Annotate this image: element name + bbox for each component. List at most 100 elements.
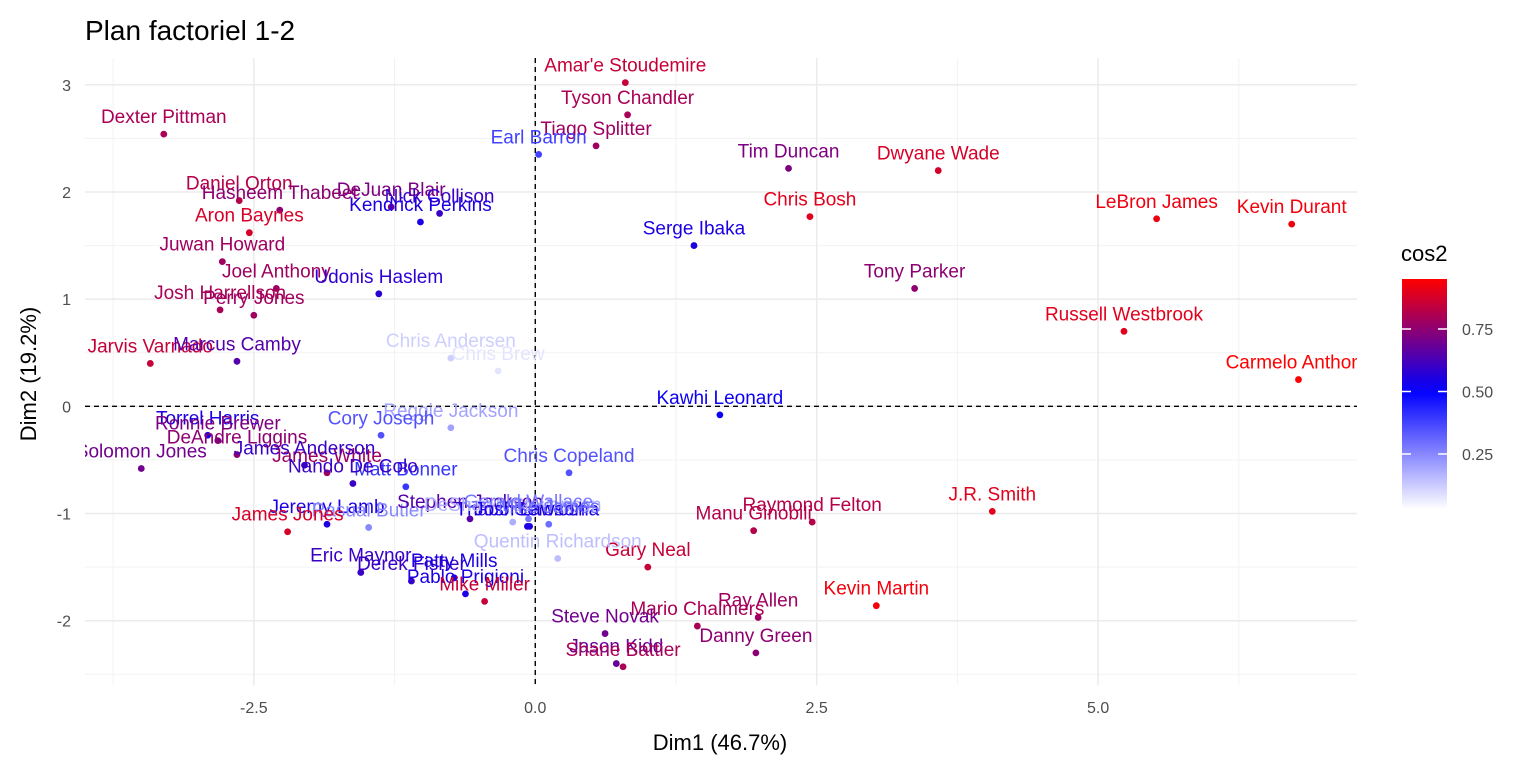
legend: cos2 0.25 0.50 0.75 — [1401, 241, 1493, 509]
data-point — [408, 577, 415, 585]
legend-title: cos2 — [1401, 241, 1447, 266]
y-axis-title: Dim2 (19.2%) — [16, 307, 41, 441]
x-tick-label: 0.0 — [524, 700, 546, 717]
point-label: Chris Andersen — [386, 331, 516, 352]
data-point — [250, 311, 258, 319]
data-point — [545, 520, 553, 528]
data-point — [387, 203, 395, 211]
point-label: Tony Parker — [864, 261, 966, 282]
point-label: Steve Novak — [551, 607, 659, 628]
labels-layer: Amar'e Stoudemire Tyson Chandler Tiago Spl… — [76, 56, 1372, 661]
data-point — [245, 229, 253, 237]
points-layer — [137, 79, 1302, 671]
point-label: Tim Duncan — [738, 141, 840, 162]
x-tick-label: 2.5 — [806, 700, 828, 717]
data-point — [934, 167, 942, 174]
legend-colorbar — [1402, 279, 1447, 509]
data-point — [619, 663, 627, 671]
x-axis-ticks: -2.5 0.0 2.5 5.0 — [240, 700, 1109, 717]
data-point — [137, 465, 145, 472]
point-label: James White — [272, 446, 382, 467]
point-label: Eric Maynor — [310, 545, 412, 566]
point-label: Reggie Jackson — [383, 401, 518, 422]
legend-tick-label: 0.25 — [1462, 447, 1493, 464]
data-point — [276, 206, 284, 214]
point-label: Perry Jones — [203, 288, 304, 309]
point-label: Raymond Felton — [742, 495, 881, 516]
data-point — [808, 518, 816, 526]
data-point — [1288, 220, 1296, 228]
point-label: J.R. Smith — [948, 484, 1036, 505]
point-label: Ronnie Brewer — [155, 414, 281, 435]
data-point — [402, 483, 410, 491]
data-point — [323, 520, 331, 528]
grid-minor — [85, 58, 1357, 685]
point-label: Udonis Haslem — [314, 267, 443, 288]
legend-tick-label: 0.75 — [1462, 322, 1493, 339]
y-axis-ticks: -2 -1 0 1 2 3 — [57, 78, 71, 631]
point-label: Kevin Martin — [824, 579, 930, 600]
point-label: Thabo Sefolosha — [456, 499, 600, 520]
data-point — [357, 569, 365, 576]
point-label: Joel Anthony — [222, 261, 331, 282]
data-point — [601, 630, 609, 637]
data-point — [750, 527, 758, 535]
data-point — [284, 528, 292, 536]
point-label: Dexter Pittman — [101, 107, 227, 128]
chart-title: Plan factoriel 1-2 — [85, 15, 295, 46]
y-tick-label: 0 — [62, 399, 71, 416]
data-point — [466, 515, 474, 523]
data-point — [481, 598, 489, 605]
data-point — [365, 524, 373, 531]
point-label: Solomon Jones — [76, 441, 207, 462]
data-point — [447, 354, 455, 362]
data-point — [146, 360, 154, 367]
data-point — [526, 522, 534, 530]
point-label: Mario Chalmers — [630, 599, 764, 620]
point-label: Josh Harrellson — [154, 283, 286, 304]
data-point — [624, 111, 631, 119]
data-point — [693, 622, 701, 630]
point-label: Jason Kidd — [569, 637, 663, 658]
point-label: Tiago Splitter — [540, 119, 652, 140]
reference-lines — [85, 58, 1357, 685]
point-label: Kevin Durant — [1237, 197, 1348, 218]
point-label: Daniel Orton — [186, 174, 293, 195]
point-label: Ray Allen — [718, 590, 798, 611]
data-point — [233, 357, 241, 365]
data-point — [752, 649, 760, 657]
legend-ticks: 0.25 0.50 0.75 — [1402, 322, 1493, 464]
data-point — [565, 469, 573, 477]
data-point — [462, 590, 469, 598]
data-point — [1120, 327, 1128, 335]
point-label: Carmelo Anthony — [1226, 353, 1372, 374]
point-label: Manu Ginobili — [696, 504, 812, 525]
data-point — [218, 258, 226, 266]
point-label: Stephen Jackson — [397, 492, 543, 513]
data-point — [160, 130, 168, 138]
point-label: Jarvis Varnado — [88, 336, 213, 357]
x-tick-label: 5.0 — [1087, 700, 1109, 717]
point-label: Josh Lawson — [474, 499, 585, 520]
data-point — [988, 507, 996, 515]
point-label: Kendrick Perkins — [349, 195, 492, 216]
point-label: Rasual Butler — [312, 500, 427, 521]
data-point — [785, 164, 792, 172]
point-label: Danny Green — [699, 626, 812, 647]
y-tick-label: 1 — [62, 292, 71, 309]
data-point — [323, 469, 331, 477]
data-point — [509, 518, 517, 526]
y-tick-label: 3 — [62, 78, 71, 95]
data-point — [214, 437, 222, 445]
data-point — [911, 285, 919, 292]
data-point — [450, 574, 458, 582]
point-label: James Anderson — [234, 438, 376, 459]
point-label: Juwan Howard — [159, 235, 285, 256]
point-label: DeJuan Blair — [337, 180, 446, 201]
point-label: Pablo Prigioni — [407, 567, 524, 588]
point-label: Matt Bonner — [354, 460, 458, 481]
data-point — [806, 213, 814, 221]
data-point — [612, 660, 620, 667]
data-point — [525, 515, 532, 523]
